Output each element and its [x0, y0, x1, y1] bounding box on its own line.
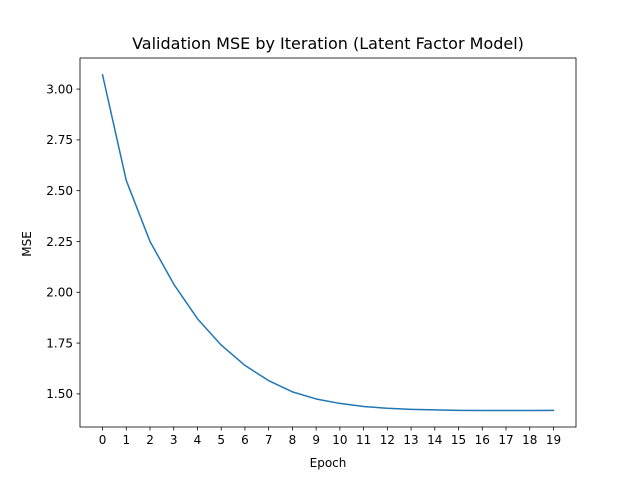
x-tick-label: 5 [217, 433, 225, 447]
y-axis-label: MSE [20, 231, 34, 257]
y-tick-label: 2.50 [46, 184, 73, 198]
x-tick-label: 6 [241, 433, 249, 447]
y-tick-label: 3.00 [46, 82, 73, 96]
x-tick-label: 3 [170, 433, 178, 447]
x-tick-label: 8 [289, 433, 297, 447]
series-line-0 [101, 73, 555, 412]
y-tick-label: 1.50 [46, 387, 73, 401]
y-tick-label: 1.75 [46, 336, 73, 350]
chart-title: Validation MSE by Iteration (Latent Fact… [132, 34, 524, 53]
x-tick-label: 0 [99, 433, 107, 447]
x-tick-label: 10 [332, 433, 347, 447]
x-tick-label: 13 [403, 433, 418, 447]
y-axis: 1.50 1.75 2.00 2.25 2.50 2.75 3.00 [46, 82, 80, 401]
plot-area [79, 57, 577, 428]
x-tick-label: 2 [146, 433, 154, 447]
x-tick-label: 18 [522, 433, 537, 447]
x-axis: 0 1 2 3 4 5 6 7 8 9 10 11 12 13 14 15 16 17 18 19 [99, 427, 561, 447]
x-tick-label: 7 [265, 433, 273, 447]
x-tick-label: 14 [427, 433, 442, 447]
x-tick-label: 17 [498, 433, 513, 447]
x-axis-label: Epoch [310, 456, 347, 470]
x-tick-label: 15 [451, 433, 466, 447]
x-tick-label: 16 [475, 433, 490, 447]
x-tick-label: 9 [312, 433, 320, 447]
x-tick-label: 4 [194, 433, 202, 447]
y-tick-label: 2.00 [46, 286, 73, 300]
axes-frame [79, 57, 577, 428]
y-tick-label: 2.25 [46, 235, 73, 249]
x-tick-label: 12 [380, 433, 395, 447]
x-tick-label: 19 [546, 433, 561, 447]
y-tick-label: 2.75 [46, 133, 73, 147]
x-tick-label: 1 [122, 433, 130, 447]
x-tick-label: 11 [356, 433, 371, 447]
